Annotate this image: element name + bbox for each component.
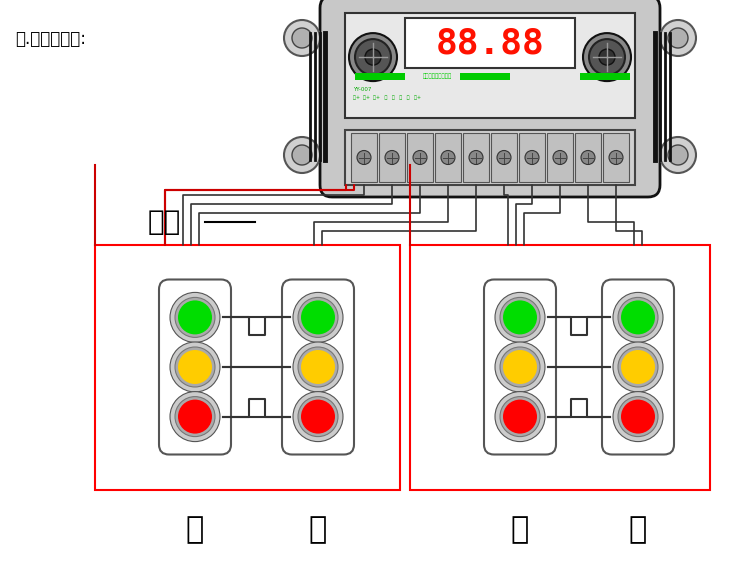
- Bar: [580, 73, 630, 80]
- Circle shape: [301, 350, 335, 384]
- Circle shape: [293, 342, 343, 392]
- Bar: [492, 133, 516, 182]
- Circle shape: [618, 396, 658, 436]
- Circle shape: [178, 350, 212, 384]
- Circle shape: [293, 392, 343, 442]
- Circle shape: [583, 33, 631, 81]
- Text: 电源: 电源: [148, 208, 181, 236]
- Bar: [95, 245, 400, 490]
- Circle shape: [175, 396, 215, 436]
- Circle shape: [500, 396, 540, 436]
- Circle shape: [284, 137, 320, 173]
- Circle shape: [495, 392, 545, 442]
- Circle shape: [613, 292, 663, 342]
- Circle shape: [301, 300, 335, 335]
- Text: 东: 东: [186, 516, 204, 545]
- Circle shape: [298, 297, 338, 338]
- Circle shape: [298, 396, 338, 436]
- Circle shape: [500, 297, 540, 338]
- Bar: [355, 73, 405, 80]
- Bar: [345, 13, 635, 118]
- FancyBboxPatch shape: [320, 0, 660, 197]
- Circle shape: [503, 300, 537, 335]
- Circle shape: [495, 342, 545, 392]
- Circle shape: [660, 20, 696, 56]
- Text: 移动式红绿灯控制器: 移动式红绿灯控制器: [423, 73, 452, 79]
- Circle shape: [503, 350, 537, 384]
- Text: 北: 北: [629, 516, 647, 545]
- Text: 六.电线连接图:: 六.电线连接图:: [15, 30, 86, 48]
- Circle shape: [581, 151, 595, 165]
- Circle shape: [609, 151, 623, 165]
- Circle shape: [170, 292, 220, 342]
- Circle shape: [621, 400, 655, 434]
- Circle shape: [178, 400, 212, 434]
- Circle shape: [618, 297, 658, 338]
- Circle shape: [660, 137, 696, 173]
- Circle shape: [589, 39, 625, 75]
- Circle shape: [175, 347, 215, 387]
- Circle shape: [175, 297, 215, 338]
- Circle shape: [495, 292, 545, 342]
- Circle shape: [500, 347, 540, 387]
- Circle shape: [441, 151, 455, 165]
- Circle shape: [599, 49, 615, 65]
- Circle shape: [170, 392, 220, 442]
- Bar: [405, 18, 575, 68]
- Bar: [436, 133, 461, 182]
- Circle shape: [355, 39, 391, 75]
- Bar: [408, 133, 433, 182]
- Bar: [345, 130, 635, 185]
- Circle shape: [284, 20, 320, 56]
- Text: YY-007: YY-007: [353, 87, 371, 92]
- Circle shape: [349, 33, 397, 81]
- Circle shape: [292, 28, 312, 48]
- Circle shape: [621, 300, 655, 335]
- FancyBboxPatch shape: [484, 279, 556, 455]
- Circle shape: [357, 151, 371, 165]
- Circle shape: [365, 49, 381, 65]
- Circle shape: [553, 151, 567, 165]
- Circle shape: [503, 400, 537, 434]
- Circle shape: [292, 145, 312, 165]
- FancyBboxPatch shape: [159, 279, 231, 455]
- Circle shape: [621, 350, 655, 384]
- Circle shape: [497, 151, 511, 165]
- Circle shape: [613, 392, 663, 442]
- Circle shape: [385, 151, 399, 165]
- Circle shape: [301, 400, 335, 434]
- Circle shape: [525, 151, 539, 165]
- FancyBboxPatch shape: [282, 279, 354, 455]
- Text: 南: 南: [511, 516, 529, 545]
- Bar: [575, 133, 600, 182]
- Circle shape: [618, 347, 658, 387]
- Bar: [380, 133, 405, 182]
- Bar: [410, 245, 710, 490]
- Circle shape: [178, 300, 212, 335]
- Bar: [519, 133, 544, 182]
- Text: 东+  西+  南+   东   西   南   北   东+: 东+ 西+ 南+ 东 西 南 北 东+: [353, 95, 421, 100]
- Circle shape: [298, 347, 338, 387]
- Bar: [464, 133, 488, 182]
- Circle shape: [668, 28, 688, 48]
- Text: 西: 西: [309, 516, 327, 545]
- Circle shape: [469, 151, 483, 165]
- Circle shape: [613, 342, 663, 392]
- FancyBboxPatch shape: [602, 279, 674, 455]
- Bar: [547, 133, 572, 182]
- Text: 88.88: 88.88: [436, 26, 544, 60]
- Bar: [603, 133, 629, 182]
- Circle shape: [293, 292, 343, 342]
- Circle shape: [413, 151, 427, 165]
- Circle shape: [668, 145, 688, 165]
- Bar: [351, 133, 377, 182]
- Circle shape: [170, 342, 220, 392]
- Bar: [460, 73, 510, 80]
